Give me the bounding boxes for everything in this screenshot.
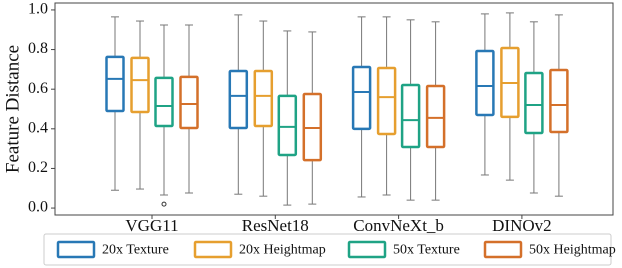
legend-label: 50x Texture	[393, 243, 460, 258]
legend-frame	[43, 233, 612, 266]
box	[105, 55, 125, 113]
y-axis-label: Feature Distance	[2, 45, 23, 173]
x-tick-label: VGG11	[125, 216, 178, 235]
box	[376, 66, 397, 136]
y-tick-label: 1.0	[28, 1, 48, 18]
box	[524, 71, 544, 135]
legend-swatch	[483, 240, 523, 259]
y-tick-label: 0.0	[28, 199, 48, 216]
outlier	[161, 201, 167, 207]
x-tick-label: ConvNeXt_b	[353, 216, 444, 235]
box	[277, 94, 298, 157]
x-tick-label: DINOv2	[492, 216, 552, 235]
y-tick-label: 0.8	[28, 40, 48, 57]
box	[400, 83, 421, 149]
legend-label: 20x Texture	[102, 243, 169, 258]
box	[549, 68, 569, 134]
box	[253, 69, 274, 128]
box	[228, 69, 249, 130]
box	[351, 65, 372, 131]
legend-label: 50x Heightmap	[529, 243, 616, 258]
y-tick-label: 0.2	[28, 159, 48, 176]
box	[179, 75, 199, 130]
plot-frame	[54, 2, 614, 216]
legend-swatch	[193, 240, 233, 259]
box	[154, 76, 174, 128]
box	[130, 56, 150, 114]
y-tick-label: 0.4	[28, 119, 48, 136]
x-tick-label: ResNet18	[242, 216, 309, 235]
y-tick-label: 0.6	[28, 80, 48, 97]
legend-swatch	[56, 240, 96, 259]
legend-swatch	[347, 240, 387, 259]
legend-label: 20x Heightmap	[239, 243, 326, 258]
box	[475, 49, 495, 117]
box	[425, 84, 446, 149]
